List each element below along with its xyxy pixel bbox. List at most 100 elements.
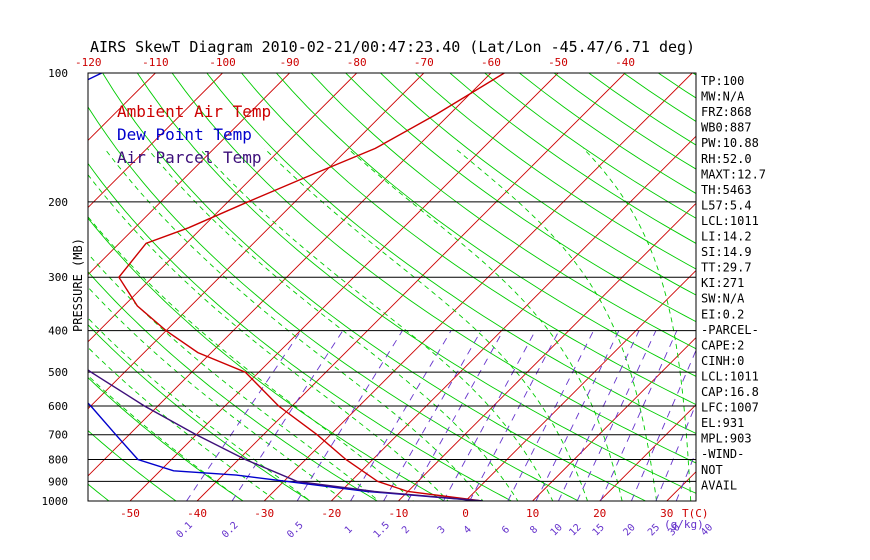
isotherm-line bbox=[0, 73, 21, 501]
stat-item: LCL:1011 bbox=[701, 214, 759, 228]
plot-frame bbox=[87, 72, 697, 502]
dry-adiabat-line bbox=[136, 73, 696, 494]
y-tick-label: 800 bbox=[48, 454, 68, 467]
dry-adiabat-line bbox=[88, 271, 379, 501]
dry-adiabat-line bbox=[345, 73, 696, 323]
top-tick-label: -40 bbox=[615, 56, 635, 69]
stat-item: PW:10.88 bbox=[701, 136, 759, 150]
dry-adiabat-line bbox=[206, 73, 696, 434]
mixing-ratio-tick-label: 0.2 bbox=[220, 520, 241, 541]
dry-adiabat-line bbox=[171, 73, 696, 464]
dry-adiabat-line bbox=[414, 73, 696, 270]
dry-adiabat-line bbox=[763, 73, 870, 510]
dry-adiabat-line bbox=[519, 73, 696, 194]
stat-item: EL:931 bbox=[701, 416, 744, 430]
y-tick-label: 300 bbox=[48, 271, 68, 284]
y-axis-label: PRESSURE (MB) bbox=[71, 238, 85, 332]
series-line-dew-point-temp bbox=[88, 73, 483, 501]
isotherm-line bbox=[88, 73, 223, 209]
mixing-ratio-tick-label: 12 bbox=[567, 522, 583, 538]
top-tick-label: -110 bbox=[142, 56, 169, 69]
bottom-tick-label: -50 bbox=[120, 507, 140, 520]
moist-adiabat-line bbox=[146, 148, 519, 501]
dry-adiabat-line bbox=[380, 73, 696, 296]
legend-entry: Dew Point Temp bbox=[117, 125, 252, 144]
top-tick-label: -100 bbox=[209, 56, 236, 69]
stat-item: CINH:0 bbox=[701, 354, 744, 368]
stat-item: FRZ:868 bbox=[701, 105, 752, 119]
mixing-ratio-line bbox=[350, 330, 452, 501]
stat-item: SI:14.9 bbox=[701, 245, 752, 259]
isotherm-line bbox=[88, 73, 492, 477]
y-tick-label: 500 bbox=[48, 366, 68, 379]
stat-item: TP:100 bbox=[701, 74, 744, 88]
dry-adiabat-line bbox=[88, 430, 177, 501]
isotherm-line bbox=[398, 202, 696, 501]
chart-legend: Ambient Air Temp Dew Point Temp Air Parcel… bbox=[117, 102, 271, 167]
bottom-axis-label: T(C) bbox=[682, 507, 709, 520]
top-tick-label: -120 bbox=[75, 56, 102, 69]
stat-item: LFC:1007 bbox=[701, 401, 759, 415]
mixing-ratio-tick-label: 25 bbox=[646, 522, 662, 538]
mixing-ratio-line bbox=[231, 330, 344, 501]
mixing-ratio-line bbox=[469, 330, 560, 501]
stat-item: TT:29.7 bbox=[701, 261, 752, 275]
stat-item: SW:N/A bbox=[701, 292, 745, 306]
top-tick-label: -50 bbox=[548, 56, 568, 69]
mixing-ratio-tick-label: 15 bbox=[591, 522, 607, 538]
mixing-ratio-tick-label: 1 bbox=[343, 524, 355, 536]
dry-adiabat-line bbox=[449, 73, 696, 244]
bottom-tick-label: 20 bbox=[593, 507, 606, 520]
mixing-ratio-tick-label: 10 bbox=[549, 522, 565, 538]
chart-title: AIRS SkewT Diagram 2010-02-21/00:47:23.4… bbox=[90, 38, 695, 56]
isotherm-line bbox=[88, 73, 358, 343]
dry-adiabat-line bbox=[241, 73, 696, 406]
mixing-ratio-tick-label: 1.5 bbox=[372, 520, 393, 541]
bottom-tick-label: 30 bbox=[660, 507, 673, 520]
stat-item: L57:5.4 bbox=[701, 198, 752, 212]
y-tick-label: 900 bbox=[48, 475, 68, 488]
mixing-ratio-line bbox=[507, 330, 594, 501]
isotherm-line bbox=[330, 135, 696, 501]
series-lines bbox=[88, 73, 505, 501]
y-tick-label: 100 bbox=[48, 67, 68, 80]
stat-item: MAXT:12.7 bbox=[701, 167, 766, 181]
isobars bbox=[88, 201, 696, 482]
isotherm-line bbox=[88, 73, 290, 276]
stat-item: MPL:903 bbox=[701, 432, 752, 446]
top-tick-label: -90 bbox=[280, 56, 300, 69]
legend-entry: Ambient Air Temp bbox=[117, 102, 271, 121]
stat-item: RH:52.0 bbox=[701, 152, 752, 166]
mixing-ratio-axis-label: (g/kg) bbox=[664, 518, 704, 531]
mixing-ratio-line bbox=[383, 330, 482, 501]
top-tick-label: -80 bbox=[347, 56, 367, 69]
mixing-ratio-tick-label: 3 bbox=[436, 524, 448, 536]
stat-item: CAPE:2 bbox=[701, 338, 744, 352]
dry-adiabat-line bbox=[88, 162, 513, 501]
mixing-ratio-line bbox=[186, 330, 302, 501]
bottom-tick-label: 0 bbox=[462, 507, 469, 520]
dry-adiabat-line bbox=[275, 73, 696, 377]
stat-item: MW:N/A bbox=[701, 90, 745, 104]
dry-adiabat-line bbox=[88, 376, 244, 501]
isotherm-line bbox=[532, 336, 696, 501]
y-tick-label: 200 bbox=[48, 196, 68, 209]
mixing-ratio-tick-label: 4 bbox=[462, 524, 474, 536]
isotherm-line bbox=[465, 269, 696, 501]
top-tick-label: -60 bbox=[481, 56, 501, 69]
moist-adiabat-line bbox=[88, 174, 449, 501]
mixing-ratio-tick-label: 20 bbox=[621, 522, 637, 538]
mixing-ratio-line bbox=[600, 330, 678, 501]
dry-adiabat-line bbox=[797, 73, 870, 510]
stat-item: NOT bbox=[701, 463, 723, 477]
dry-adiabat-line bbox=[484, 73, 696, 219]
y-tick-label: 700 bbox=[48, 429, 68, 442]
mixing-ratio-tick-label: 2 bbox=[400, 524, 412, 536]
stat-item: WB0:887 bbox=[701, 121, 752, 135]
bottom-tick-label: -20 bbox=[321, 507, 341, 520]
stat-item: -WIND- bbox=[701, 447, 744, 461]
legend-entry: Air Parcel Temp bbox=[117, 148, 262, 167]
dry-adiabat-line bbox=[102, 73, 647, 501]
mixing-ratio-tick-label: 0.5 bbox=[285, 520, 306, 541]
